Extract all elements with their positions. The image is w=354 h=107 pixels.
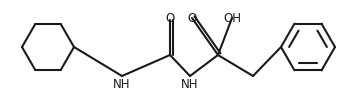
Text: NH: NH [113, 78, 131, 91]
Text: NH: NH [181, 78, 199, 91]
Text: O: O [165, 12, 175, 25]
Text: OH: OH [223, 12, 241, 25]
Text: O: O [187, 12, 196, 25]
